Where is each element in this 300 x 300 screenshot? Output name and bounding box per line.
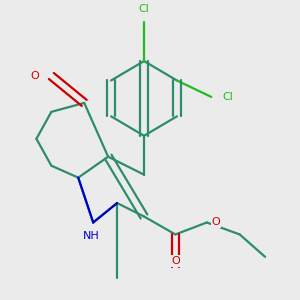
Text: O: O — [171, 256, 180, 266]
Text: NH: NH — [83, 231, 100, 241]
Text: O: O — [31, 71, 39, 81]
Text: Cl: Cl — [222, 92, 233, 102]
Text: Cl: Cl — [139, 4, 149, 14]
Text: O: O — [212, 218, 220, 227]
